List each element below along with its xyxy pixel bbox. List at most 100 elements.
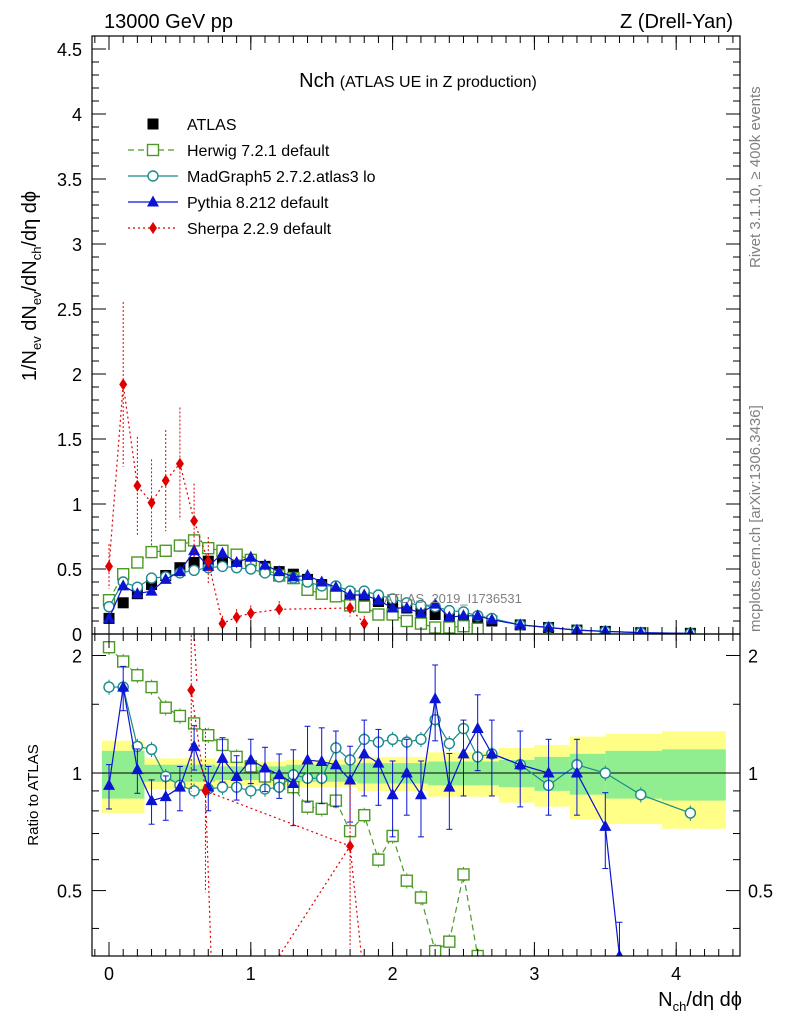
- pythia-ratio-point: [386, 788, 399, 800]
- pythia-point: [315, 575, 328, 587]
- legend-entry-madgraph5: MadGraph5 2.7.2.atlas3 lo: [128, 169, 376, 186]
- pythia-point: [372, 593, 385, 605]
- legend-label: Herwig 7.2.1 default: [187, 143, 330, 160]
- madgraph5-ratio-point: [103, 681, 115, 693]
- plot-title-main: Nch: [299, 70, 335, 92]
- ylabel-sub: ch: [29, 247, 44, 261]
- sherpa-point: [204, 555, 213, 568]
- ratio-tick-label-left: 2: [72, 646, 82, 666]
- herwig-ratio-point: [315, 802, 328, 815]
- herwig-point: [173, 539, 187, 552]
- pythia-point: [301, 569, 314, 580]
- herwig-ratio-point: [372, 853, 385, 866]
- sherpa-point: [161, 474, 170, 487]
- pythia-point: [216, 546, 229, 558]
- green-band: [101, 750, 145, 799]
- sherpa-point: [232, 611, 241, 624]
- pythia-ratio-point: [358, 747, 371, 759]
- pythia-point: [542, 621, 555, 632]
- legend: ATLAS Herwig 7.2.1 default MadGraph5 2.7.2…: [128, 117, 376, 238]
- legend-entry-pythia: Pythia 8.212 default: [128, 195, 329, 212]
- header-left-label: 13000 GeV pp: [104, 11, 233, 33]
- pythia-ratio-point: [514, 758, 527, 770]
- xlabel-sub: ch: [673, 999, 687, 1014]
- ratio-tick-label-right: 2: [748, 646, 758, 666]
- pythia-point: [471, 609, 484, 621]
- pythia-point: [443, 610, 456, 622]
- pythia-ratio-point: [273, 768, 286, 780]
- ratio-y-axis-label: Ratio to ATLAS: [25, 744, 42, 845]
- sherpa-point: [218, 617, 227, 630]
- sherpa-ratio-point: [201, 784, 210, 797]
- madgraph5-ratio-point: [386, 733, 399, 746]
- y-tick-label: 1.5: [57, 430, 82, 450]
- legend-label: Sherpa 2.2.9 default: [187, 221, 332, 238]
- pythia-point: [131, 587, 144, 599]
- pythia-point: [386, 601, 399, 613]
- pythia-ratio-point: [287, 777, 300, 789]
- pythia-point: [273, 565, 286, 577]
- pythia-point: [358, 588, 371, 600]
- madgraph5-ratio-point: [145, 743, 158, 756]
- series-pythia: [103, 544, 695, 634]
- madgraph5-ratio-point: [684, 807, 697, 819]
- green-band: [662, 749, 726, 801]
- herwig-point: [202, 542, 215, 555]
- herwig-ratio-point: [443, 935, 456, 948]
- herwig-point: [131, 556, 144, 569]
- herwig-ratio-point: [301, 800, 314, 813]
- pythia-ratio-point: [542, 766, 555, 778]
- mcplots-reference-label: mcplots.cern.ch [arXiv:1306.3436]: [747, 405, 764, 632]
- ylabel-part: /dN: [19, 260, 41, 291]
- pythia-ratio-point: [471, 722, 484, 734]
- sherpa-ratio-point: [346, 840, 355, 853]
- madgraph5-point: [245, 563, 257, 575]
- pythia-point: [188, 544, 201, 556]
- herwig-ratio-point: [457, 868, 470, 881]
- pythia-ratio-point: [329, 758, 342, 770]
- pythia-ratio-point: [372, 756, 385, 768]
- y-tick-label: 1: [72, 495, 82, 515]
- pythia-point: [457, 609, 470, 621]
- series-sherpa: [105, 302, 369, 632]
- sherpa-point: [275, 603, 284, 616]
- pythia-point: [329, 580, 342, 592]
- axes-ticks: 0 1 2 3 4 0 0.5 1 1.5 2 2.5 3 3.5 4 4.5 0.5 0.5 1 1 2 2: [57, 36, 773, 984]
- sherpa-point: [133, 479, 142, 492]
- madgraph5-ratio-point: [635, 789, 647, 801]
- x-tick-label: 1: [246, 964, 256, 984]
- pythia-point: [173, 565, 186, 577]
- sherpa-point: [190, 514, 199, 527]
- madgraph5-line: [108, 565, 691, 634]
- pythia-ratio-point: [230, 769, 243, 781]
- madgraph5-ratio-point: [599, 767, 611, 779]
- ratio-tick-label-right: 0.5: [748, 882, 773, 902]
- main-series-layer: [102, 302, 697, 634]
- rivet-version-label: Rivet 3.1.10, ≥ 400k events: [747, 86, 764, 268]
- pythia-ratio-point: [173, 780, 186, 792]
- sherpa-point: [105, 560, 114, 573]
- pythia-ratio-point: [244, 753, 257, 765]
- atlas-point: [188, 557, 200, 568]
- sherpa-line: [108, 384, 365, 625]
- analysis-watermark: ATLAS_2019_I1736531: [384, 591, 522, 606]
- ratio-plot-frame: [91, 633, 741, 957]
- madgraph5-ratio-point: [216, 781, 229, 793]
- herwig-ratio-point: [400, 874, 413, 887]
- herwig-point: [145, 545, 158, 559]
- sherpa-ratio-point: [187, 684, 196, 697]
- madgraph5-ratio-point: [245, 785, 257, 797]
- pythia-ratio-point: [258, 761, 271, 773]
- x-axis-label: Nch/dη dϕ: [658, 989, 742, 1014]
- legend-label: Pythia 8.212 default: [187, 195, 329, 212]
- x-tick-label: 2: [388, 964, 398, 984]
- sherpa-ratio-line: [204, 790, 212, 956]
- y-tick-label: 0: [72, 625, 82, 645]
- legend-marker: [147, 170, 159, 182]
- atlas-point: [429, 609, 441, 620]
- pythia-ratio-point: [117, 680, 130, 692]
- legend-marker: [147, 118, 159, 130]
- legend-entry-sherpa: Sherpa 2.2.9 default: [128, 221, 332, 238]
- plot-title-sub: (ATLAS UE in Z production): [340, 74, 537, 91]
- sherpa-point: [147, 496, 156, 509]
